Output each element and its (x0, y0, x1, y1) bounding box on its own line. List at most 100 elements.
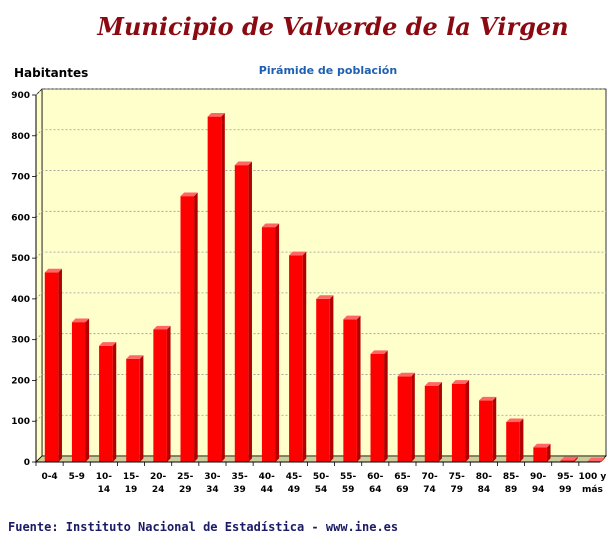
x-tick-label-line: 100 y (579, 472, 607, 482)
x-tick-label-line: 95- (557, 472, 574, 482)
bar-front (44, 272, 59, 462)
bar (44, 268, 62, 462)
bar (560, 456, 578, 462)
bar-front (506, 422, 520, 462)
x-tick-label: 85-89 (503, 472, 520, 495)
bar-top (424, 382, 442, 386)
bar-side (574, 456, 578, 462)
x-tick-label: 100 y más (579, 472, 607, 495)
bar-top (370, 350, 388, 354)
x-tick-label-line: 14 (98, 485, 111, 495)
x-tick-label-line: 24 (152, 485, 165, 495)
bar-top (289, 251, 307, 256)
bar-side (465, 380, 470, 462)
x-tick-label-line: 49 (288, 485, 301, 495)
x-tick-label-line: 94 (532, 485, 545, 495)
x-tick-label-line: 10- (96, 472, 113, 482)
x-tick-label-line: 40- (259, 472, 276, 482)
bar (451, 380, 470, 462)
bar-side (221, 113, 225, 463)
x-tick-label-line: 5-9 (69, 472, 85, 482)
bar (289, 251, 307, 462)
bar-side (302, 251, 307, 462)
x-tick-label-line: 75- (449, 472, 466, 482)
bar-top (316, 295, 334, 299)
bar-side (275, 223, 280, 462)
x-tick-label: 60-64 (367, 472, 384, 495)
y-tick-label: 0 (24, 458, 30, 468)
x-tick-label: 15-19 (123, 472, 140, 495)
x-tick-label: 10-14 (96, 472, 113, 495)
x-tick-label: 20-24 (150, 472, 167, 495)
bar (397, 372, 415, 462)
bar-top (207, 113, 225, 117)
bar-side (519, 418, 524, 462)
x-tick-label-line: 25- (177, 472, 194, 482)
bar-top (261, 223, 280, 228)
x-tick-label: 75-79 (449, 472, 466, 495)
x-tick-label-line: 69 (396, 485, 409, 495)
y-tick-label: 700 (11, 173, 30, 183)
bar-front (126, 358, 140, 462)
bar-top (451, 380, 470, 384)
x-tick-label-line: 90- (530, 472, 547, 482)
bar-front (99, 345, 113, 462)
x-tick-label: 80-84 (476, 472, 493, 495)
x-tick-label: 40-44 (259, 472, 276, 495)
bar (479, 396, 497, 462)
bar-top (126, 355, 144, 359)
grid-line (35, 374, 606, 381)
x-tick-label-line: 65- (394, 472, 411, 482)
grid-line (35, 88, 606, 96)
bar-front (479, 400, 493, 462)
x-tick-label-line: 59 (342, 485, 355, 495)
bar-side (112, 342, 117, 462)
bar (316, 295, 334, 462)
y-tick-label: 500 (11, 254, 30, 264)
x-tick-label-line: 45- (286, 472, 303, 482)
x-tick-label-line: 54 (315, 485, 328, 495)
bar-side (356, 315, 361, 462)
bar-front (560, 460, 575, 462)
bar-front (343, 319, 357, 462)
bar (506, 418, 524, 462)
y-tick-label: 800 (11, 132, 30, 142)
bar-top (533, 443, 551, 448)
x-tick-label-line: 39 (233, 485, 246, 495)
bar (207, 113, 225, 463)
x-tick-label: 35-39 (231, 472, 248, 495)
bar-front (234, 165, 249, 463)
bar-top (234, 161, 252, 166)
bar (99, 342, 117, 462)
x-tick-label: 0-4 (41, 472, 57, 482)
x-tick-label-line: 50- (313, 472, 330, 482)
bar (343, 315, 361, 462)
x-tick-label-line: 30- (204, 472, 221, 482)
bar (261, 223, 280, 462)
x-tick-label-line: más (582, 485, 603, 495)
bar-front (533, 447, 547, 462)
bar-front (397, 376, 412, 462)
bar-top (44, 268, 62, 273)
x-tick-label-line: 84 (478, 485, 491, 495)
x-tick-label-line: 60- (367, 472, 384, 482)
plot-left-wall (35, 88, 43, 463)
bar-top (560, 456, 578, 461)
bar-side (194, 192, 198, 463)
y-tick-label: 300 (11, 336, 30, 346)
source-note: Fuente: Instituto Nacional de Estadístic… (8, 520, 399, 534)
bar-top (397, 372, 415, 377)
bar-front (153, 329, 167, 462)
bar-side (329, 295, 334, 462)
x-tick-label: 70-74 (421, 472, 438, 495)
x-tick-label-line: 85- (503, 472, 520, 482)
x-tick-label-line: 79 (450, 485, 463, 495)
x-tick-label-line: 0-4 (41, 472, 57, 482)
x-tick-label-line: 19 (125, 485, 138, 495)
x-tick-label-line: 35- (231, 472, 248, 482)
bar-front (289, 255, 303, 462)
bar-side (85, 318, 90, 462)
x-tick-label-line: 74 (423, 485, 436, 495)
